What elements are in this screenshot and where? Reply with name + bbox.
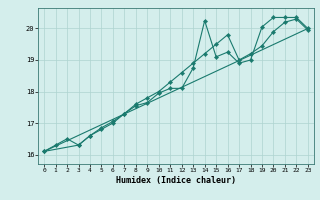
X-axis label: Humidex (Indice chaleur): Humidex (Indice chaleur)	[116, 176, 236, 185]
